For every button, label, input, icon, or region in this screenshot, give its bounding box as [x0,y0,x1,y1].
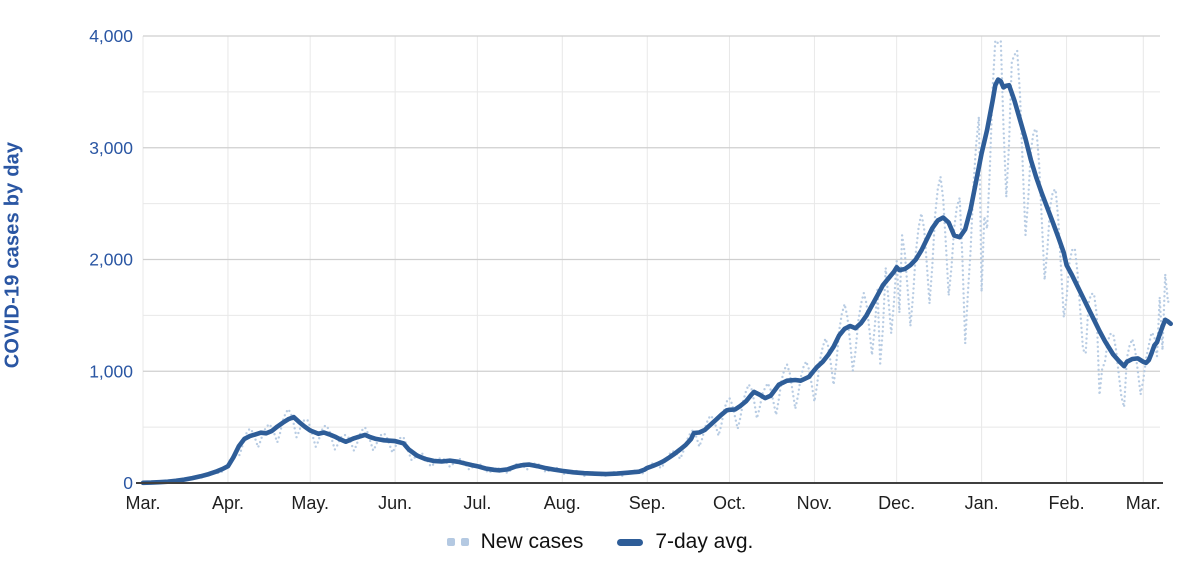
legend-item-7-day-avg[interactable]: 7-day avg. [617,530,753,554]
chart-legend: New cases 7-day avg. [0,524,1200,560]
y-tick-label: 0 [123,473,133,493]
x-tick-label: Aug. [544,493,581,513]
legend-label-new-cases: New cases [480,530,584,553]
x-tick-label: Mar. [125,493,160,513]
avg-line-path [140,77,1173,486]
y-axis-title-text: COVID-19 cases by day [1,141,24,369]
x-tick-label: May. [291,493,329,513]
x-tick-label: Feb. [1049,493,1085,513]
y-tick-label: 4,000 [89,26,133,46]
x-tick-label: Sep. [629,493,666,513]
x-tick-label: Mar. [1126,493,1161,513]
x-tick-label: Jun. [378,493,412,513]
x-tick-label: Oct. [713,493,746,513]
x-tick-label: Apr. [212,493,244,513]
y-tick-label: 2,000 [89,250,133,270]
y-tick-label: 1,000 [89,361,133,381]
y-tick-label: 3,000 [89,138,133,158]
legend-label-7-day-avg: 7-day avg. [655,530,754,553]
legend-item-new-cases[interactable]: New cases [446,530,584,554]
x-tick-label: Nov. [797,493,833,513]
new-cases-dotted-swatch-icon [446,538,469,546]
x-tick-label: Jul. [463,493,491,513]
x-tick-label: Dec. [878,493,915,513]
avg-line-swatch-icon [617,538,644,546]
x-tick-label: Jan. [965,493,999,513]
